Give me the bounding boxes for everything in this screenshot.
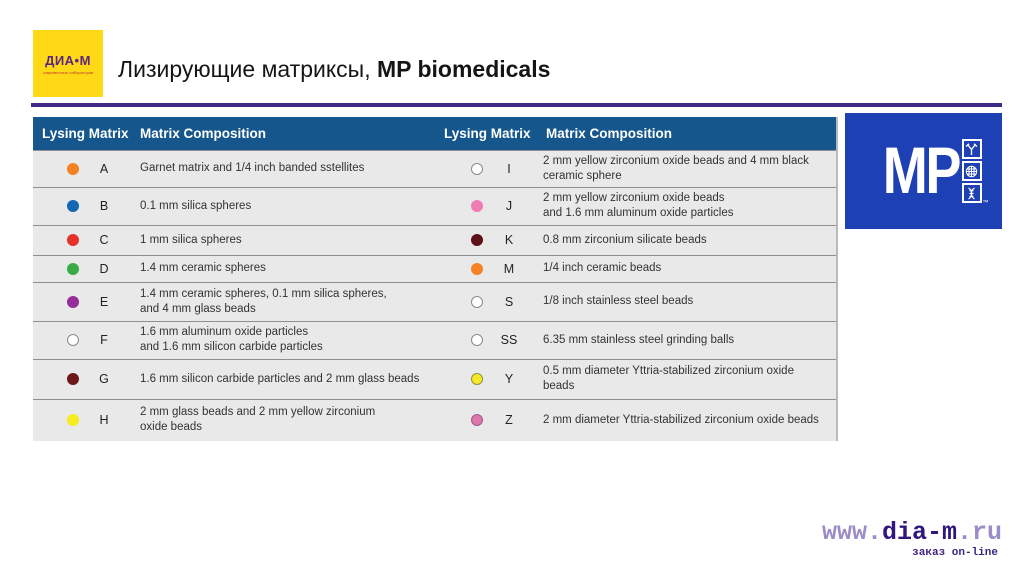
matrix-color-dot [471,234,483,247]
table-row: E 1.4 mm ceramic spheres, 0.1 mm silica … [33,281,836,321]
matrix-color-dot [471,334,483,347]
matrix-letter: G [99,372,109,387]
matrix-color-dot [67,162,79,175]
url-tld: .ru [956,518,1002,547]
matrix-letter: Z [505,413,513,428]
matrix-letter: F [100,333,108,348]
trademark-symbol: ™ [982,200,989,206]
matrix-letter: A [99,161,109,176]
matrix-letter: B [99,199,109,214]
matrix-color-dot [67,414,79,427]
matrix-letter: Y [504,372,514,387]
matrix-color-dot [67,262,79,275]
table-row: D 1.4 mm ceramic spheres M 1/4 inch cera… [33,254,836,282]
matrix-composition: 1/8 inch stainless steel beads [543,295,694,308]
url-domain: dia-m [881,518,957,547]
title-divider [31,103,1002,107]
matrix-composition: 0.5 mm diameter Yttria-stabilized zircon… [543,365,794,393]
matrix-color-dot [67,200,79,213]
matrix-color-dot [471,262,483,275]
matrix-composition: 1.4 mm ceramic spheres, 0.1 mm silica sp… [140,287,387,315]
matrix-composition: 1.6 mm aluminum oxide particles and 1.6 … [140,326,323,354]
lysing-matrix-table: Lysing Matrix Matrix Composition Lysing … [33,117,838,441]
matrix-letter: D [99,261,109,276]
matrix-color-dot [67,234,79,247]
matrix-composition: Garnet matrix and 1/4 inch banded sstell… [140,162,365,175]
column-header-lysing-matrix-left: Lysing Matrix [42,126,129,141]
matrix-composition: 1.6 mm silicon carbide particles and 2 m… [140,372,420,385]
table-row: H 2 mm glass beads and 2 mm yellow zirco… [33,398,836,441]
matrix-letter: E [99,294,109,309]
website-url: www.dia-m.ru [822,520,1002,545]
matrix-letter: K [504,233,514,248]
matrix-color-dot [67,295,79,308]
matrix-letter: SS [500,333,518,348]
matrix-letter: J [505,199,513,214]
diam-logo-tagline: современные лаборатории [42,69,94,75]
matrix-letter: I [507,161,511,176]
matrix-color-dot [67,334,79,347]
mp-logo-letters: MP [882,133,961,208]
matrix-color-dot [67,373,79,386]
table-row: G 1.6 mm silicon carbide particles and 2… [33,358,836,399]
matrix-composition: 2 mm yellow zirconium oxide beads and 4 … [543,155,809,182]
table-row: B 0.1 mm silica spheres J 2 mm yellow zi… [33,186,836,225]
matrix-letter: M [503,261,515,276]
matrix-letter: C [99,233,109,248]
matrix-composition: 6.35 mm stainless steel grinding balls [543,333,735,346]
table-header: Lysing Matrix Matrix Composition Lysing … [33,117,836,150]
matrix-color-dot [471,414,483,427]
column-header-matrix-composition-left: Matrix Composition [140,126,267,141]
matrix-color-dot [471,162,483,175]
table-row: C 1 mm silica spheres K 0.8 mm zirconium… [33,224,836,255]
sphere-icon [961,161,982,181]
diam-logo-text: ДИА•М [45,52,91,68]
order-online-label: заказ on-line [912,547,998,559]
matrix-composition: 0.1 mm silica spheres [140,199,252,212]
table-row: F 1.6 mm aluminum oxide particles and 1.… [33,320,836,359]
matrix-composition: 0.8 mm zirconium silicate beads [543,233,707,246]
matrix-composition: 1.4 mm ceramic spheres [140,262,266,275]
matrix-composition: 1/4 inch ceramic beads [543,262,662,275]
antibody-icon [961,139,982,159]
column-header-matrix-composition-right: Matrix Composition [546,126,673,141]
matrix-letter: H [99,413,109,428]
mp-biomedicals-logo: MP ™ [845,113,1002,229]
page-title-bold: MP biomedicals [376,56,551,82]
diam-logo: ДИА•М современные лаборатории [33,30,103,97]
matrix-color-dot [471,200,483,213]
page-title-regular: Лизирующие матриксы, [118,56,377,82]
page-title: Лизирующие матриксы, MP biomedicals [118,56,550,83]
matrix-composition: 1 mm silica spheres [140,233,242,246]
matrix-composition: 2 mm diameter Yttria-stabilized zirconiu… [543,413,819,426]
diam-website-logo: www.dia-m.ru заказ on-line [822,520,1002,559]
matrix-composition: 2 mm yellow zirconium oxide beads and 1.… [543,192,734,220]
matrix-composition: 2 mm glass beads and 2 mm yellow zirconi… [140,406,376,434]
matrix-letter: S [504,294,514,309]
column-header-lysing-matrix-right: Lysing Matrix [444,126,531,141]
mp-logo-icon-column: ™ [961,138,989,206]
dna-icon [961,183,982,203]
matrix-color-dot [471,373,483,386]
url-www: www. [821,518,882,547]
table-row: A Garnet matrix and 1/4 inch banded sste… [33,150,836,187]
matrix-color-dot [471,295,483,308]
